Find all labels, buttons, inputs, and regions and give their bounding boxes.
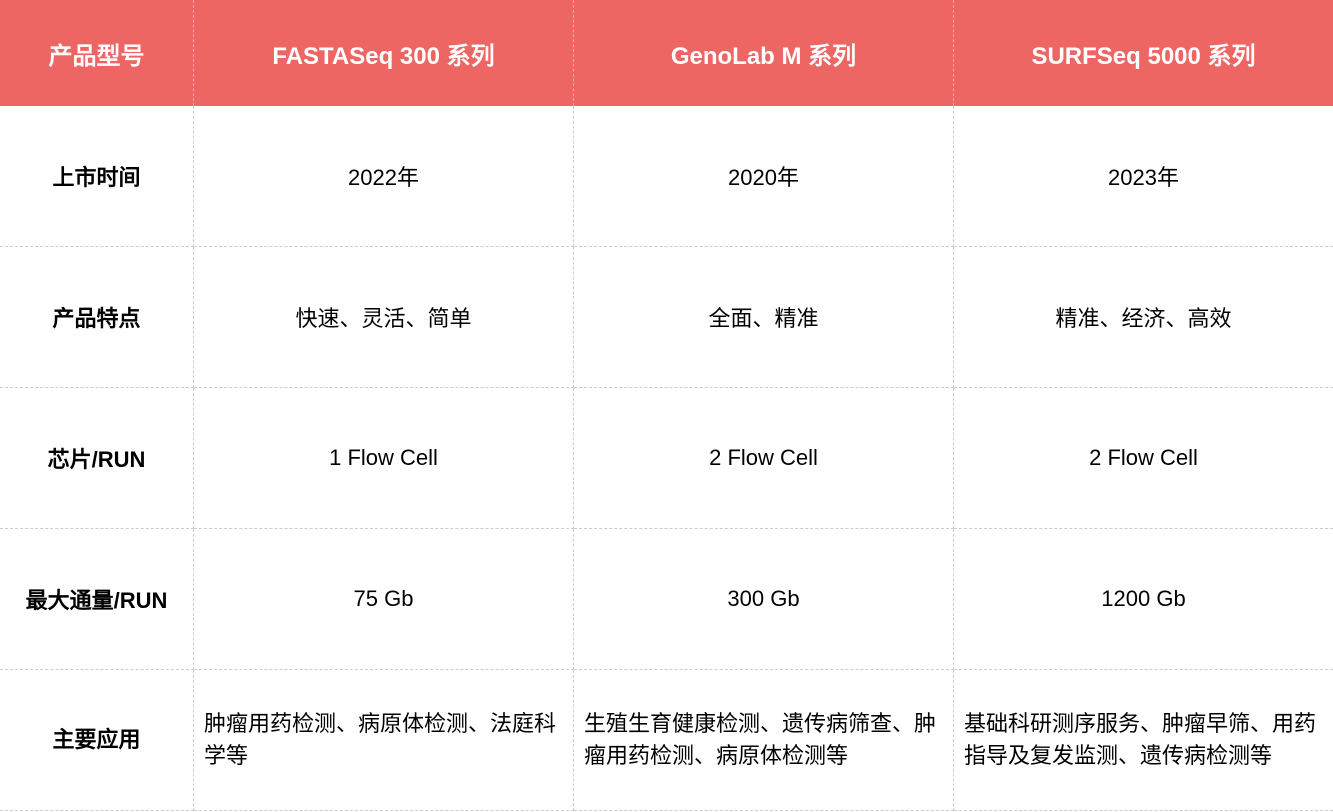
row-label-flowcell: 芯片/RUN	[0, 388, 194, 529]
applications-surfseq: 基础科研测序服务、肿瘤早筛、用药指导及复发监测、遗传病检测等	[954, 670, 1333, 811]
flowcell-fastaseq: 1 Flow Cell	[194, 388, 574, 529]
throughput-surfseq: 1200 Gb	[954, 529, 1333, 670]
table-row: 最大通量/RUN 75 Gb 300 Gb 1200 Gb	[0, 529, 1333, 670]
header-surfseq: SURFSeq 5000 系列	[954, 0, 1333, 106]
throughput-genolab: 300 Gb	[574, 529, 954, 670]
flowcell-surfseq: 2 Flow Cell	[954, 388, 1333, 529]
features-genolab: 全面、精准	[574, 247, 954, 388]
table-row: 芯片/RUN 1 Flow Cell 2 Flow Cell 2 Flow Ce…	[0, 388, 1333, 529]
row-label-launch-date: 上市时间	[0, 106, 194, 247]
launch-date-fastaseq: 2022年	[194, 106, 574, 247]
flowcell-genolab: 2 Flow Cell	[574, 388, 954, 529]
header-fastaseq: FASTASeq 300 系列	[194, 0, 574, 106]
applications-fastaseq: 肿瘤用药检测、病原体检测、法庭科学等	[194, 670, 574, 811]
product-comparison-table: 产品型号 FASTASeq 300 系列 GenoLab M 系列 SURFSe…	[0, 0, 1333, 811]
table-row: 上市时间 2022年 2020年 2023年	[0, 106, 1333, 247]
applications-genolab: 生殖生育健康检测、遗传病筛查、肿瘤用药检测、病原体检测等	[574, 670, 954, 811]
features-fastaseq: 快速、灵活、简单	[194, 247, 574, 388]
row-label-features: 产品特点	[0, 247, 194, 388]
table-row: 产品特点 快速、灵活、简单 全面、精准 精准、经济、高效	[0, 247, 1333, 388]
row-label-applications: 主要应用	[0, 670, 194, 811]
header-product-model: 产品型号	[0, 0, 194, 106]
features-surfseq: 精准、经济、高效	[954, 247, 1333, 388]
launch-date-genolab: 2020年	[574, 106, 954, 247]
table-header-row: 产品型号 FASTASeq 300 系列 GenoLab M 系列 SURFSe…	[0, 0, 1333, 106]
row-label-throughput: 最大通量/RUN	[0, 529, 194, 670]
table-row: 主要应用 肿瘤用药检测、病原体检测、法庭科学等 生殖生育健康检测、遗传病筛查、肿…	[0, 670, 1333, 811]
throughput-fastaseq: 75 Gb	[194, 529, 574, 670]
launch-date-surfseq: 2023年	[954, 106, 1333, 247]
header-genolab: GenoLab M 系列	[574, 0, 954, 106]
